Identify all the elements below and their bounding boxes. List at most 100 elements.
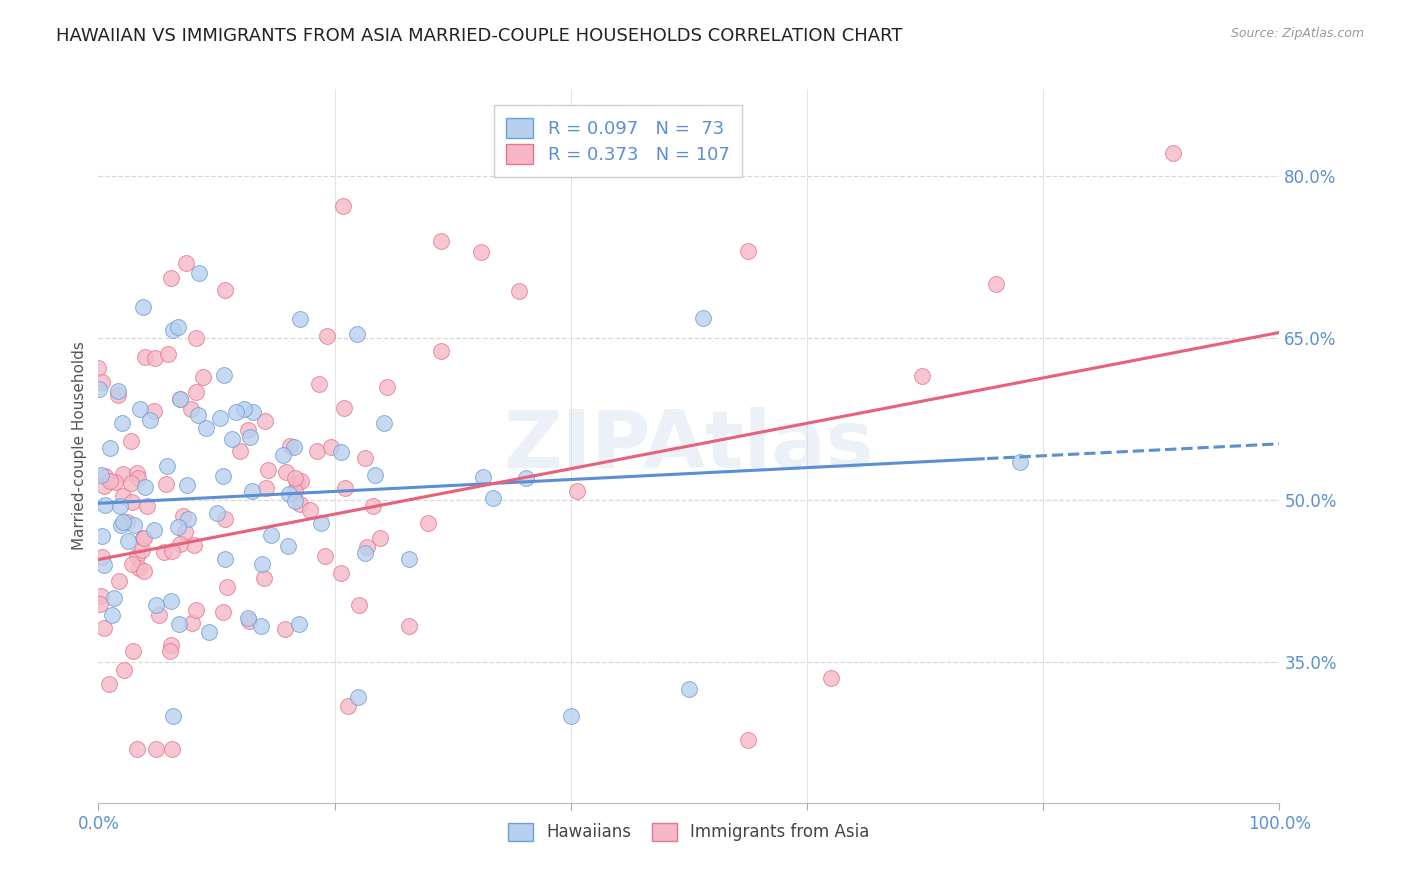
Point: [212, 469, 235, 483]
Point: [330, 566, 353, 581]
Point: [177, 512, 200, 526]
Point: [132, 301, 155, 315]
Point: [214, 512, 236, 526]
Point: [229, 443, 252, 458]
Point: [217, 581, 239, 595]
Point: [187, 408, 209, 422]
Point: [156, 347, 179, 361]
Point: [93, 558, 115, 572]
Point: [103, 591, 125, 605]
Point: [107, 387, 129, 401]
Point: [110, 517, 132, 532]
Legend: Hawaiians, Immigrants from Asia: Hawaiians, Immigrants from Asia: [502, 816, 876, 848]
Point: [319, 440, 342, 454]
Point: [125, 466, 148, 480]
Point: [167, 616, 190, 631]
Point: [239, 430, 262, 444]
Text: HAWAIIAN VS IMMIGRANTS FROM ASIA MARRIED-COUPLE HOUSEHOLDS CORRELATION CHART: HAWAIIAN VS IMMIGRANTS FROM ASIA MARRIED…: [56, 27, 903, 45]
Point: [104, 475, 127, 490]
Point: [274, 465, 297, 479]
Point: [134, 350, 156, 364]
Point: [156, 458, 179, 473]
Point: [127, 471, 149, 485]
Point: [1161, 146, 1184, 161]
Point: [153, 545, 176, 559]
Point: [90, 529, 112, 543]
Point: [470, 245, 492, 260]
Point: [398, 618, 420, 632]
Point: [160, 594, 183, 608]
Point: [482, 491, 505, 506]
Point: [274, 623, 297, 637]
Point: [145, 351, 167, 366]
Point: [112, 664, 135, 678]
Point: [111, 515, 134, 529]
Point: [115, 515, 138, 529]
Point: [90, 589, 112, 603]
Point: [337, 698, 360, 713]
Point: [214, 552, 236, 566]
Point: [183, 538, 205, 552]
Point: [284, 470, 307, 484]
Point: [132, 564, 155, 578]
Point: [284, 484, 307, 499]
Point: [347, 690, 370, 704]
Point: [305, 443, 328, 458]
Point: [132, 531, 155, 545]
Text: ZIPAtlas: ZIPAtlas: [503, 407, 875, 485]
Point: [169, 392, 191, 406]
Point: [236, 611, 259, 625]
Point: [430, 234, 453, 248]
Point: [169, 392, 191, 406]
Point: [253, 571, 276, 585]
Point: [162, 324, 184, 338]
Point: [260, 528, 283, 542]
Point: [256, 462, 278, 476]
Point: [364, 467, 387, 482]
Point: [353, 450, 375, 465]
Point: [984, 277, 1007, 291]
Point: [253, 413, 276, 427]
Point: [181, 615, 204, 630]
Point: [145, 741, 167, 756]
Point: [186, 331, 208, 345]
Y-axis label: Married-couple Households: Married-couple Households: [72, 342, 87, 550]
Point: [180, 401, 202, 416]
Point: [145, 598, 167, 612]
Point: [94, 469, 117, 483]
Point: [90, 375, 112, 389]
Point: [221, 433, 243, 447]
Point: [184, 603, 207, 617]
Point: [316, 329, 339, 343]
Point: [121, 558, 143, 572]
Point: [583, 149, 606, 163]
Point: [398, 552, 420, 566]
Point: [314, 549, 336, 564]
Point: [332, 199, 354, 213]
Point: [335, 481, 357, 495]
Point: [91, 550, 114, 565]
Point: [160, 741, 183, 756]
Point: [225, 405, 247, 419]
Point: [110, 416, 132, 430]
Point: [125, 741, 148, 756]
Point: [285, 475, 308, 490]
Point: [508, 285, 530, 299]
Point: [278, 439, 301, 453]
Point: [112, 467, 135, 481]
Point: [242, 405, 264, 419]
Point: [353, 546, 375, 560]
Point: [127, 549, 149, 563]
Point: [169, 537, 191, 551]
Point: [193, 369, 215, 384]
Point: [567, 483, 589, 498]
Point: [737, 244, 759, 259]
Point: [167, 319, 190, 334]
Point: [330, 445, 353, 459]
Point: [107, 384, 129, 399]
Point: [98, 474, 121, 488]
Point: [356, 541, 378, 555]
Point: [162, 709, 184, 723]
Point: [515, 471, 537, 485]
Point: [184, 384, 207, 399]
